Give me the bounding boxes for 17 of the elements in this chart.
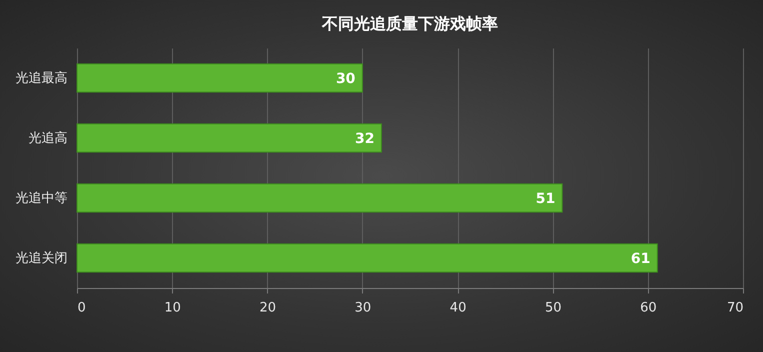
data-label: 51 xyxy=(536,191,556,207)
x-tick-label: 0 xyxy=(78,300,86,316)
x-tick-label: 40 xyxy=(450,300,466,316)
x-tick-label: 10 xyxy=(164,300,181,316)
y-tick-label: 光追高 xyxy=(28,130,68,146)
chart-title: 不同光追质量下游戏帧率 xyxy=(321,14,498,33)
x-tick-label: 50 xyxy=(544,300,562,316)
data-label: 61 xyxy=(630,251,650,267)
data-label: 32 xyxy=(354,131,374,147)
x-tick-label: 60 xyxy=(640,300,657,316)
x-tick-label: 20 xyxy=(260,300,276,316)
x-tick-label: 30 xyxy=(354,300,372,316)
y-tick-label: 光追最高 xyxy=(16,70,68,86)
x-tick-label: 70 xyxy=(726,300,744,316)
y-tick-label: 光追关闭 xyxy=(16,251,68,266)
y-tick-label: 光追中等 xyxy=(16,191,68,206)
data-label: 30 xyxy=(336,71,356,87)
